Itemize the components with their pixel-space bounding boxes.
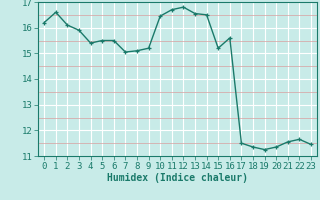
X-axis label: Humidex (Indice chaleur): Humidex (Indice chaleur) [107,173,248,183]
